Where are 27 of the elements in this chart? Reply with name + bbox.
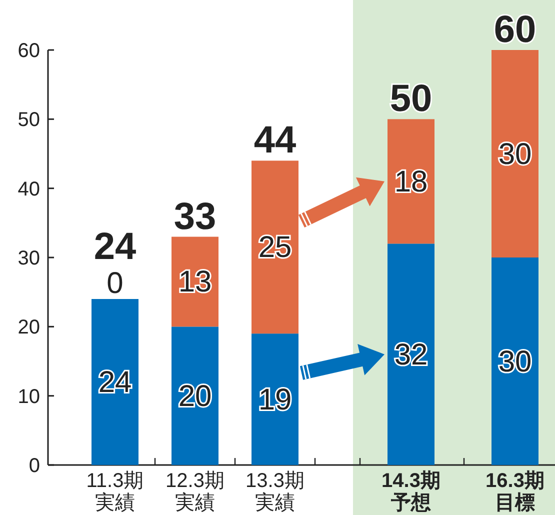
total-label: 44 bbox=[254, 120, 296, 162]
data-label: 25 bbox=[258, 231, 292, 264]
data-label: 18 bbox=[394, 165, 428, 198]
data-label: 0 bbox=[106, 267, 124, 300]
x-tick-label: 12.3期実績 bbox=[166, 470, 224, 514]
y-tick-label: 0 bbox=[28, 455, 40, 477]
y-tick-label: 40 bbox=[18, 178, 40, 200]
data-label: 30 bbox=[498, 345, 532, 378]
data-label: 20 bbox=[178, 380, 212, 413]
data-label: 13 bbox=[178, 266, 212, 299]
data-label: 32 bbox=[394, 338, 428, 372]
x-tick-label: 13.3期実績 bbox=[246, 470, 304, 514]
data-label: 19 bbox=[258, 383, 292, 416]
total-label: 24 bbox=[94, 226, 136, 268]
total-label: 33 bbox=[174, 196, 216, 238]
y-tick-label: 10 bbox=[18, 386, 40, 408]
y-tick-label: 20 bbox=[18, 316, 40, 339]
total-label: 60 bbox=[494, 9, 536, 51]
data-label: 30 bbox=[498, 138, 532, 171]
x-tick-label: 14.3期予想 bbox=[382, 470, 440, 514]
y-tick-label: 50 bbox=[18, 109, 40, 132]
total-label: 50 bbox=[390, 78, 432, 120]
y-tick-label: 30 bbox=[18, 248, 40, 270]
y-tick-label: 60 bbox=[18, 40, 40, 62]
data-label: 24 bbox=[98, 366, 132, 399]
x-tick-label: 16.3期目標 bbox=[486, 470, 544, 514]
x-tick-label: 11.3期実績 bbox=[86, 470, 144, 514]
